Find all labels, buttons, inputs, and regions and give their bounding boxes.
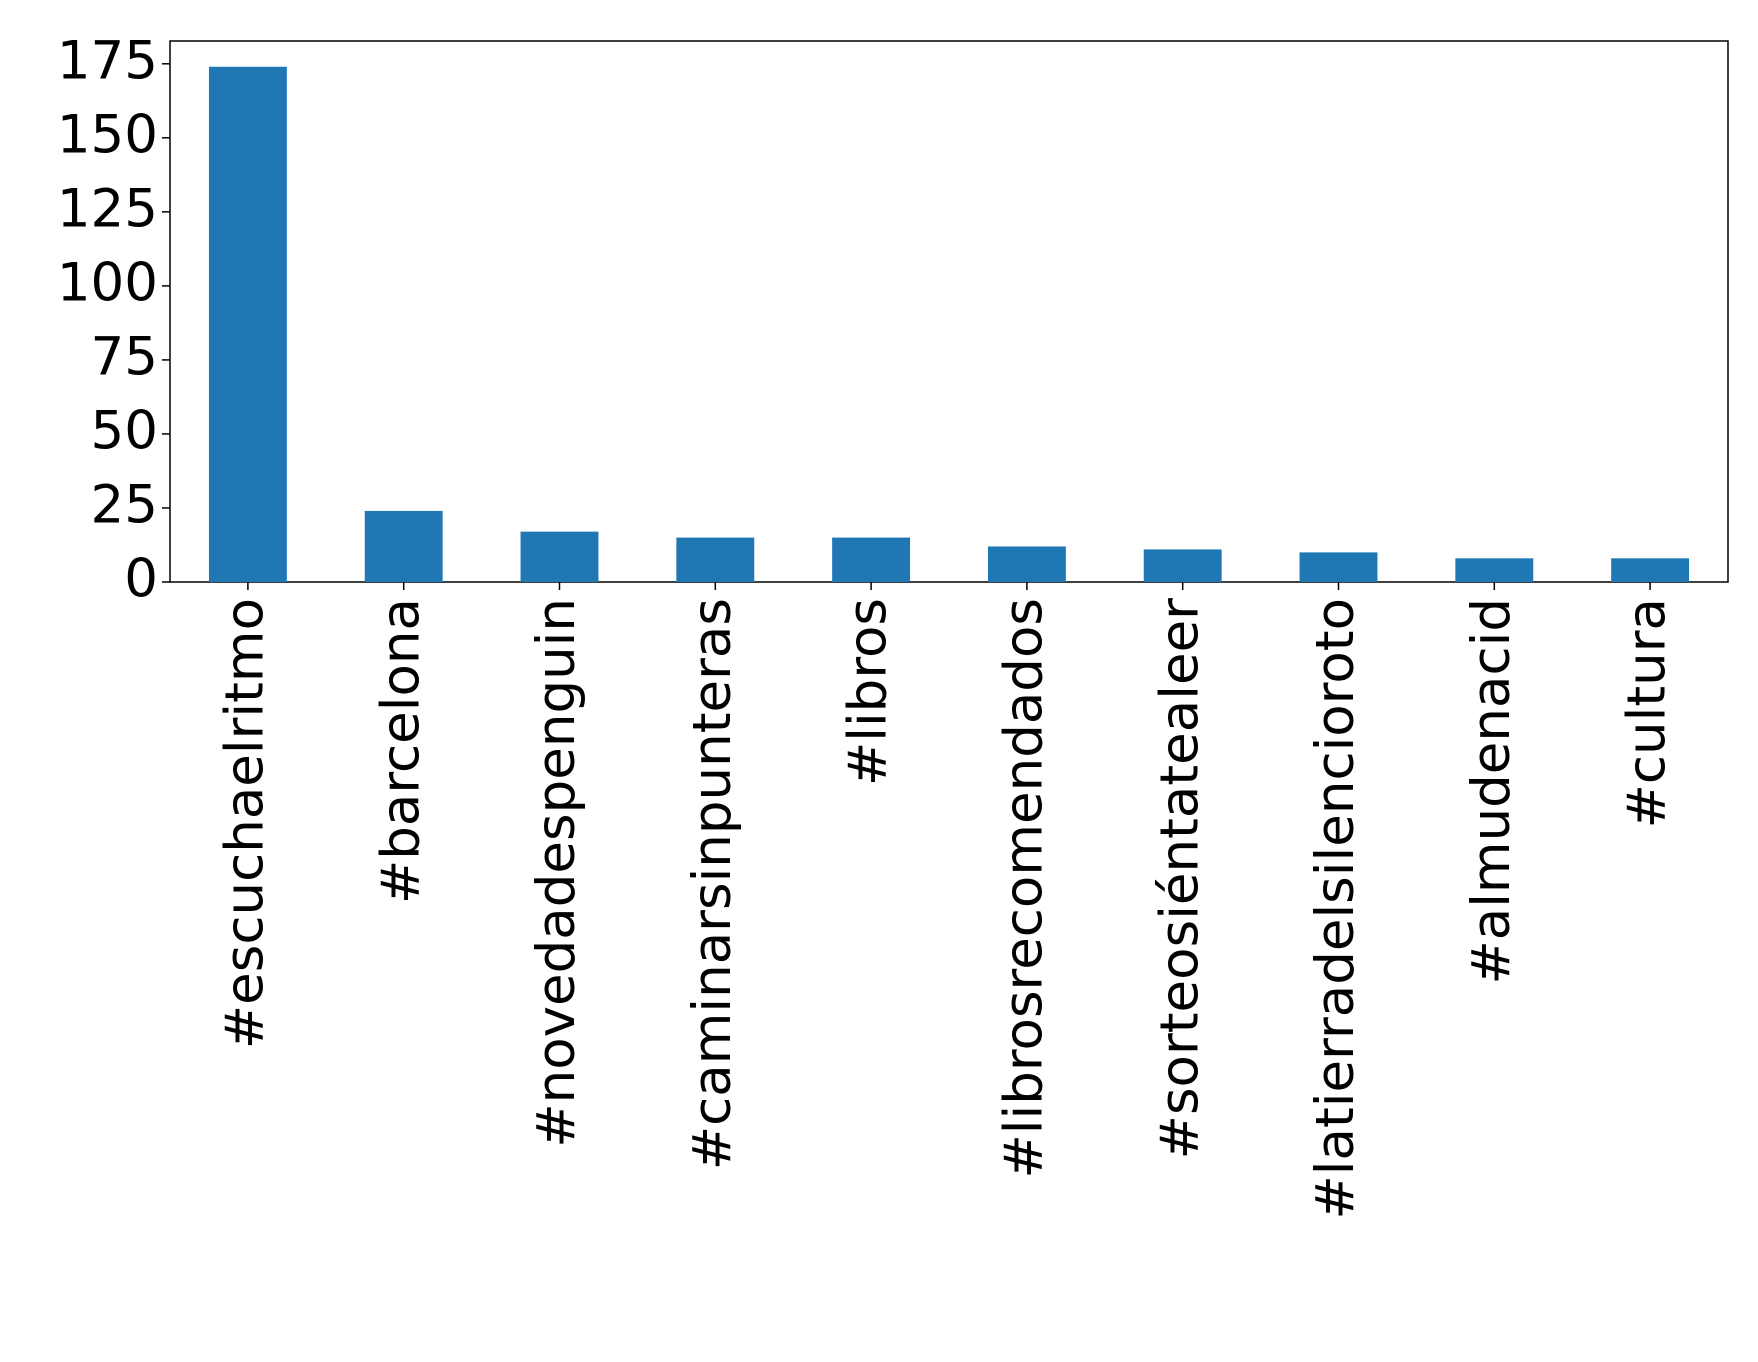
bar (208, 66, 287, 582)
plot-frame (169, 40, 1729, 583)
x-tick-label: #caminarsinpunteras (682, 598, 743, 1170)
y-tick-label: 75 (91, 327, 158, 388)
y-tick-label: 50 (91, 401, 158, 462)
y-tick-label: 0 (124, 549, 158, 610)
x-tick-label: #libros (838, 598, 899, 786)
x-tick-label: #barcelona (370, 598, 431, 904)
y-tick-label: 100 (57, 253, 158, 314)
bar (520, 531, 599, 582)
x-tick-label: #escuchaelritmo (215, 598, 276, 1049)
bar (1611, 558, 1690, 582)
bar (987, 546, 1066, 582)
bar (676, 537, 755, 582)
x-tick-label: #almudenacid (1461, 598, 1522, 985)
x-tick-label: #librosrecomendados (994, 598, 1055, 1179)
bar (364, 510, 443, 582)
bar (1143, 549, 1222, 582)
y-tick-label: 25 (91, 475, 158, 536)
x-tick-label: #novedadespenguin (526, 598, 587, 1148)
y-tick-label: 175 (57, 30, 158, 91)
x-tick-label: #cultura (1617, 598, 1678, 829)
bar (1455, 558, 1534, 582)
x-tick-label: #latierradelsilencioroto (1305, 598, 1366, 1220)
y-tick-label: 125 (57, 178, 158, 239)
x-tick-label: #sorteosiéntatealeer (1149, 598, 1210, 1160)
bar (1299, 552, 1378, 582)
bar (832, 537, 911, 582)
y-tick-label: 150 (57, 104, 158, 165)
